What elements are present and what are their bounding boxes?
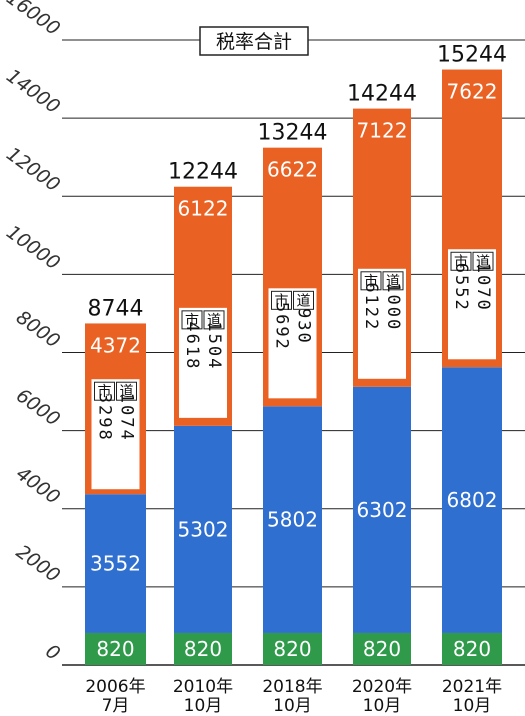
breakdown-value: 5692 [272, 302, 292, 351]
breakdown-header-cell [293, 290, 314, 310]
breakdown-value: 930 [294, 308, 314, 345]
bar-segment [353, 386, 411, 633]
breakdown-header-cell [181, 310, 203, 330]
breakdown-header-cell [271, 290, 292, 310]
y-axis-ticks: 0 2000 4000 6000 8000 10000 12000 14000 16000 [2, 0, 64, 665]
bar-total-label: 14244 [347, 82, 417, 107]
category-label: 10月 [184, 696, 223, 716]
bar-value-label: 6302 [357, 498, 408, 522]
bar-segment [263, 632, 322, 665]
bar-segment [442, 367, 502, 633]
breakdown-value: 4618 [182, 321, 202, 370]
bar-value-label: 820 [363, 637, 401, 661]
breakdown-header-cell [450, 251, 472, 271]
bar-value-label: 6802 [447, 488, 498, 512]
breakdown-value: 6122 [361, 282, 381, 331]
category-label: 2020年 [352, 677, 412, 697]
category-label: 7月 [102, 696, 130, 716]
category-label: 2010年 [173, 677, 233, 697]
y-tick-label: 16000 [2, 0, 64, 40]
breakdown-value: 1074 [117, 393, 137, 442]
bar-segment [174, 425, 232, 633]
y-tick-label: 10000 [2, 221, 64, 274]
legend-label: 税率合計 [216, 31, 292, 53]
breakdown-header-cell [116, 381, 137, 401]
bar-value-label: 7122 [357, 119, 408, 143]
category-label: 10月 [363, 696, 402, 716]
bar-segment [85, 632, 146, 665]
breakdown-header: 道 [297, 293, 311, 309]
breakdown-header: 市 [98, 383, 112, 400]
bar-value-label: 5302 [178, 517, 229, 541]
y-tick-label: 4000 [12, 463, 64, 509]
labels: 820355243728744市3298道10742006年7月82053026… [85, 43, 507, 716]
bar-segment [442, 632, 502, 665]
breakdown-header-cell [360, 271, 382, 291]
category-label: 2018年 [262, 677, 322, 697]
breakdown-header: 道 [386, 274, 400, 290]
y-tick-label: 0 [41, 640, 64, 665]
bar-segment [85, 494, 146, 633]
breakdown-value: 3298 [95, 393, 115, 442]
breakdown-header-cell [382, 271, 404, 291]
category-label: 10月 [273, 696, 312, 716]
bar-total-label: 15244 [437, 43, 507, 68]
bar-value-label: 6122 [178, 197, 229, 221]
breakdown-header-cell [472, 251, 494, 271]
bar-segment [263, 406, 322, 633]
breakdown-header: 市 [364, 273, 378, 290]
y-tick-label: 12000 [2, 143, 64, 196]
bar-total-label: 13244 [258, 121, 328, 146]
legend: 税率合計 [199, 26, 309, 56]
category-label: 10月 [453, 696, 492, 716]
breakdown-value: 1070 [473, 263, 493, 312]
bar-value-label: 820 [96, 637, 134, 661]
breakdown-header: 道 [207, 313, 221, 329]
bar-segment [353, 632, 411, 665]
bar-value-label: 4372 [90, 333, 141, 357]
breakdown-header: 道 [120, 384, 134, 400]
bar-value-label: 3552 [90, 552, 141, 576]
breakdown-value: 6552 [451, 263, 471, 312]
bar-value-label: 7622 [447, 80, 498, 104]
breakdown-header-cell [203, 310, 225, 330]
breakdown-value: 1000 [383, 282, 403, 331]
breakdown-header: 市 [454, 253, 468, 270]
breakdown-header-cell [94, 381, 115, 401]
y-tick-label: 2000 [12, 541, 64, 587]
bar-total-label: 12244 [168, 160, 238, 185]
bar-value-label: 820 [453, 637, 491, 661]
y-tick-label: 6000 [12, 384, 64, 430]
breakdown-header: 道 [476, 254, 490, 270]
breakdown-value: 1504 [204, 321, 224, 370]
bar-segment [174, 632, 232, 665]
breakdown-header: 市 [185, 312, 199, 329]
breakdown-header: 市 [275, 292, 289, 309]
bar-value-label: 820 [273, 637, 311, 661]
category-label: 2006年 [85, 677, 145, 697]
y-tick-label: 8000 [12, 306, 64, 352]
category-label: 2021年 [442, 677, 502, 697]
bar-value-label: 820 [184, 637, 222, 661]
legend-box [199, 26, 309, 56]
bar-value-label: 6622 [267, 158, 318, 182]
y-tick-label: 14000 [2, 65, 64, 118]
bar-total-label: 8744 [88, 296, 144, 321]
bar-value-label: 5802 [267, 508, 318, 532]
